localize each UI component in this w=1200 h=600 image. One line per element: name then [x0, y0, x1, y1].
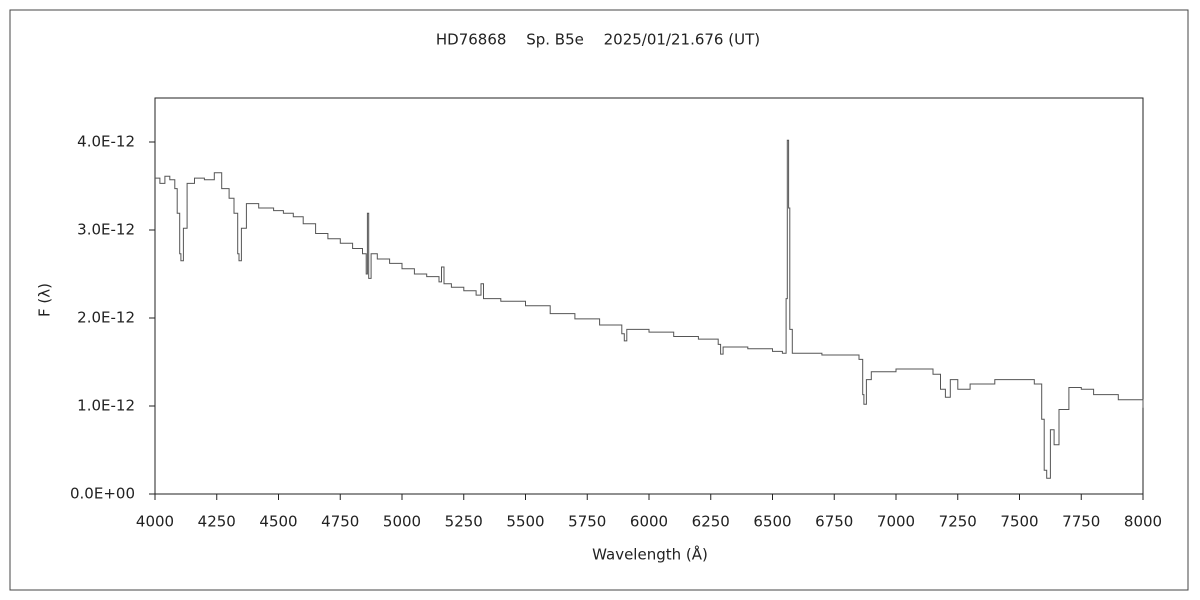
x-tick-label: 5500 — [506, 513, 544, 531]
x-tick-label: 8000 — [1124, 513, 1162, 531]
x-tick-label: 4750 — [321, 513, 359, 531]
x-tick-label: 5000 — [383, 513, 421, 531]
x-tick-label: 7250 — [939, 513, 977, 531]
y-tick-label: 2.0E-12 — [77, 309, 135, 327]
chart-title: HD76868 Sp. B5e 2025/01/21.676 (UT) — [436, 31, 760, 49]
outer-frame — [9, 9, 1189, 591]
x-tick-label: 7750 — [1062, 513, 1100, 531]
x-tick-label: 5250 — [445, 513, 483, 531]
x-tick-label: 4000 — [136, 513, 174, 531]
x-tick-label: 6250 — [692, 513, 730, 531]
x-tick-label: 7500 — [1000, 513, 1038, 531]
x-axis-label: Wavelength (Å) — [592, 545, 708, 564]
y-tick-label: 4.0E-12 — [77, 133, 135, 151]
y-tick-label: 3.0E-12 — [77, 221, 135, 239]
x-tick-label: 5750 — [568, 513, 606, 531]
y-tick-label: 1.0E-12 — [77, 397, 135, 415]
x-tick-label: 6750 — [815, 513, 853, 531]
y-axis-label: F (λ) — [36, 283, 54, 317]
plot-frame — [154, 97, 1144, 495]
x-tick-label: 7000 — [877, 513, 915, 531]
x-tick-label: 4500 — [259, 513, 297, 531]
x-tick-label: 6500 — [753, 513, 791, 531]
y-tick-label: 0.0E+00 — [70, 485, 135, 503]
x-tick-label: 6000 — [630, 513, 668, 531]
spectrum-line — [155, 139, 1144, 479]
x-tick-label: 4250 — [198, 513, 236, 531]
